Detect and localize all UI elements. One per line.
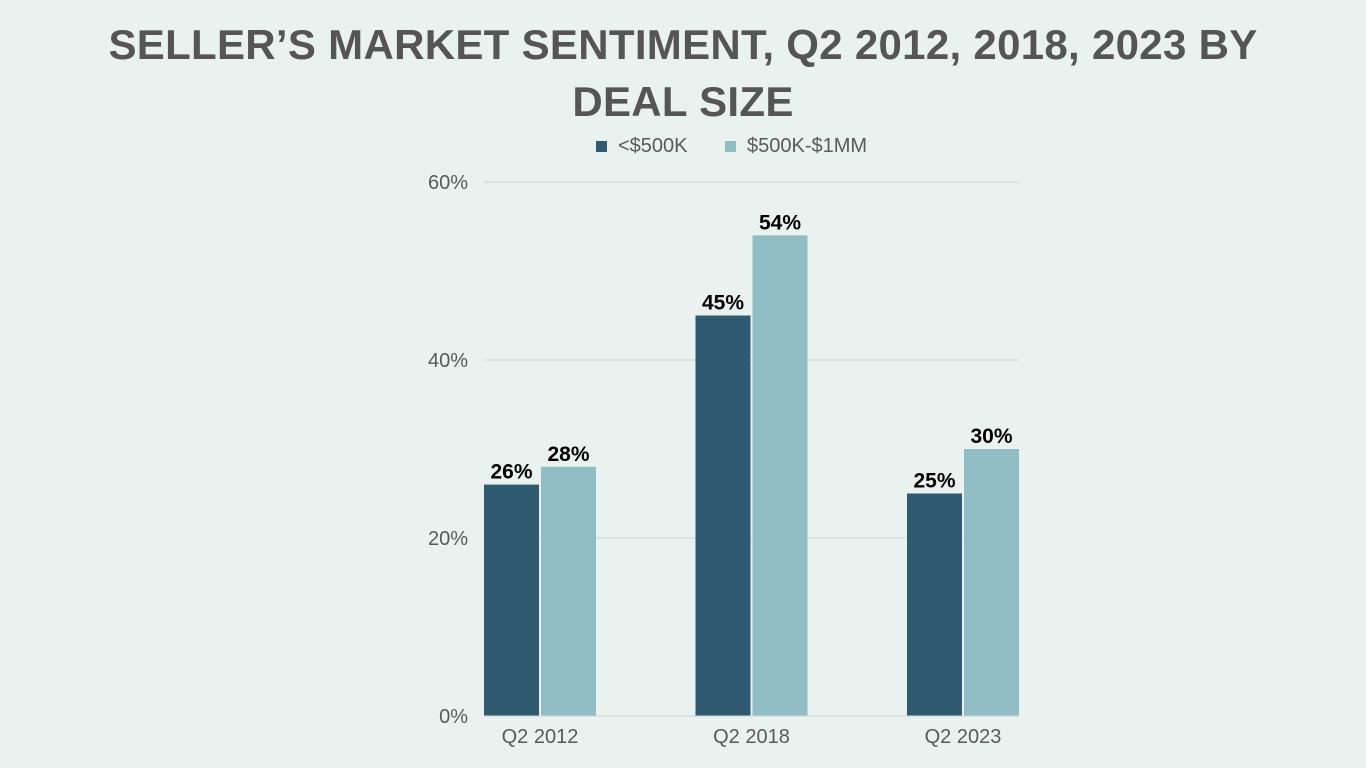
- data-label: 26%: [490, 461, 532, 484]
- bar: [752, 235, 808, 716]
- data-label: 54%: [759, 211, 801, 234]
- y-tick-label: 40%: [428, 350, 468, 372]
- legend-swatch: [596, 141, 607, 152]
- bar: [695, 315, 751, 716]
- data-label: 30%: [970, 425, 1012, 448]
- legend-swatch: [725, 141, 736, 152]
- data-label: 45%: [702, 292, 744, 315]
- legend-label: $500K-$1MM: [747, 135, 867, 157]
- x-tick-label: Q2 2018: [713, 726, 790, 748]
- chart-title: SELLER’S MARKET SENTIMENT, Q2 2012, 2018…: [0, 16, 1366, 130]
- chart-title-line-1: SELLER’S MARKET SENTIMENT, Q2 2012, 2018…: [108, 21, 1258, 68]
- bar: [964, 449, 1019, 716]
- x-tick-label: Q2 2023: [925, 726, 1002, 748]
- y-tick-label: 20%: [428, 528, 468, 550]
- x-tick-label: Q2 2012: [502, 726, 579, 748]
- y-tick-label: 60%: [428, 172, 468, 194]
- bar: [484, 484, 539, 716]
- bar: [907, 493, 962, 716]
- bar: [541, 466, 596, 716]
- y-tick-label: 0%: [439, 706, 468, 728]
- data-label: 25%: [913, 470, 955, 493]
- legend-label: <$500K: [618, 135, 688, 157]
- chart-title-line-2: DEAL SIZE: [572, 78, 794, 125]
- data-label: 28%: [547, 443, 589, 466]
